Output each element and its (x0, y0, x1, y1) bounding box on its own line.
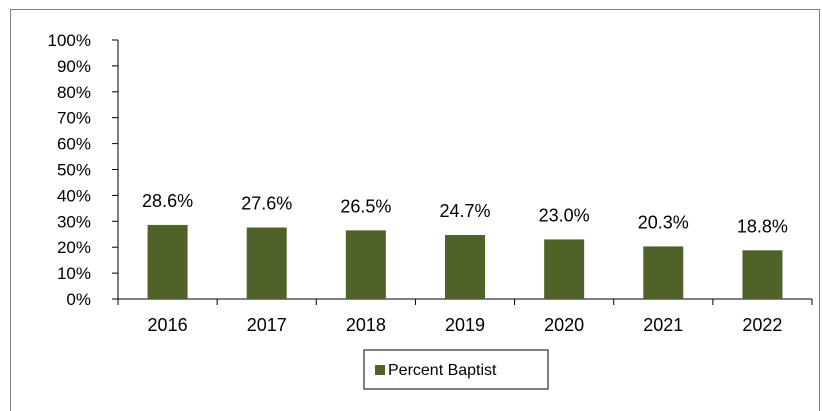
y-tick-label: 40% (57, 186, 91, 205)
x-tick-label-2020: 2020 (544, 315, 584, 335)
data-label-2016: 28.6% (142, 191, 193, 211)
chart-frame (10, 9, 820, 411)
legend-box (363, 349, 549, 390)
x-tick-label-2022: 2022 (742, 315, 782, 335)
data-label-2019: 24.7% (439, 201, 490, 221)
y-tick-label: 20% (57, 238, 91, 257)
y-tick-label: 70% (57, 109, 91, 128)
bar-2022 (742, 250, 783, 299)
x-tick-label-2018: 2018 (346, 315, 386, 335)
x-tick-label-2019: 2019 (445, 315, 485, 335)
bar-2021 (643, 246, 684, 299)
x-tick-label-2016: 2016 (148, 315, 188, 335)
x-tick-label-2017: 2017 (247, 315, 287, 335)
data-label-2022: 18.8% (737, 216, 788, 236)
y-tick-label: 10% (57, 264, 91, 283)
y-tick-label: 0% (66, 290, 91, 309)
x-tick-label-2021: 2021 (643, 315, 683, 335)
y-tick-label: 100% (48, 31, 91, 50)
y-tick-label: 90% (57, 57, 91, 76)
y-tick-label: 80% (57, 83, 91, 102)
legend-label: Percent Baptist (388, 362, 497, 379)
y-axis: 0% 10% 20% 30% 40% 50% 60% 70% 80% 90% 100% (48, 31, 119, 309)
legend: Percent Baptist (363, 349, 549, 390)
data-label-2018: 26.5% (340, 196, 391, 216)
y-tick-label: 30% (57, 212, 91, 231)
data-labels: 28.6% 27.6% 26.5% 24.7% 23.0% 20.3% 18.8% (142, 191, 788, 236)
bar-2017 (246, 227, 287, 299)
legend-swatch (375, 365, 385, 375)
y-tick-label: 50% (57, 161, 91, 180)
x-axis: 2016 2017 2018 2019 2020 2021 2022 (117, 298, 813, 335)
bar-2019 (445, 235, 485, 299)
bars (147, 224, 783, 299)
data-label-2020: 23.0% (539, 205, 590, 225)
bar-2018 (345, 230, 386, 299)
data-label-2021: 20.3% (638, 212, 689, 232)
data-label-2017: 27.6% (241, 194, 292, 214)
y-tick-label: 60% (57, 135, 91, 154)
bar-2016 (147, 224, 188, 299)
bar-2020 (544, 239, 585, 299)
